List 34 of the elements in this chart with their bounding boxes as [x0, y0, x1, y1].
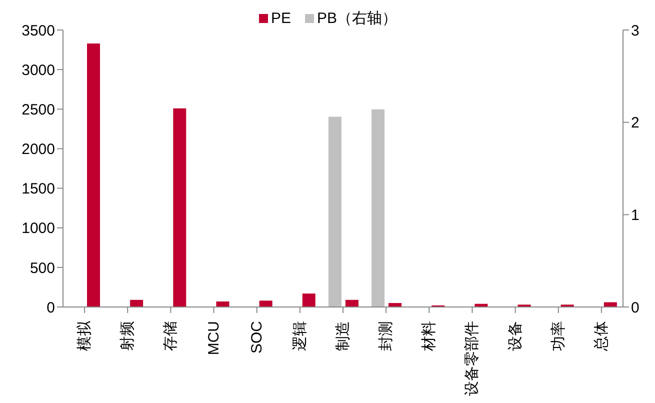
bar [173, 108, 186, 307]
legend-label: PB（右轴） [316, 8, 398, 28]
x-tick-label: 封测 [378, 321, 395, 351]
bar [216, 301, 230, 307]
bar [87, 43, 100, 307]
legend-label: PE [270, 10, 291, 26]
x-tick-label: 存储 [162, 321, 180, 351]
y-tick-label: 2500 [22, 101, 55, 118]
x-tick-label: 模拟 [76, 320, 94, 351]
y-tick-label: 1000 [22, 220, 55, 238]
y-tick-label: 3000 [22, 62, 55, 79]
y-tick-label: 0 [46, 299, 55, 316]
x-tick-label: 功率 [550, 321, 567, 351]
y-tick-label: 2000 [22, 141, 55, 158]
y2-tick-label: 2 [631, 114, 640, 132]
y2-tick-label: 1 [631, 206, 640, 224]
bar [302, 294, 316, 307]
y-tick-label: 1500 [22, 180, 55, 198]
y2-tick-label: 3 [631, 22, 640, 40]
x-tick-label: 设备零部件 [464, 321, 481, 396]
x-tick-label: 逻辑 [291, 321, 308, 351]
bar [130, 300, 144, 307]
x-tick-label: MCU [205, 321, 222, 356]
y-tick-label: 3500 [22, 22, 55, 40]
y2-tick-label: 0 [631, 299, 640, 316]
x-tick-label: SOC [248, 320, 266, 354]
x-tick-label: 射频 [119, 321, 136, 351]
x-tick-label: 制造 [334, 321, 352, 351]
y-tick-label: 500 [30, 260, 55, 277]
x-tick-label: 材料 [420, 321, 438, 352]
x-tick-label: 总体 [592, 321, 610, 352]
bar [259, 300, 272, 307]
bar [345, 300, 358, 307]
x-tick-label: 设备 [506, 321, 524, 351]
